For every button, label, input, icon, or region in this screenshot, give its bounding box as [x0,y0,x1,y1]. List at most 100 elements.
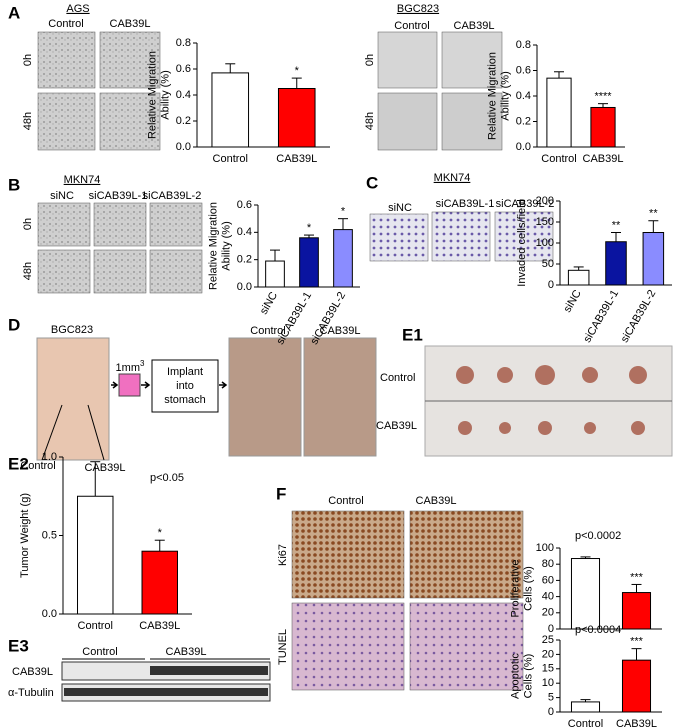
col-label: CAB39L [110,18,151,30]
photo [369,213,429,262]
y-tick-label: 100 [536,237,554,249]
bar [642,232,665,286]
photo [409,510,524,599]
y-tick-label: 0.8 [516,39,531,51]
y-tick-label: 40 [542,591,554,603]
y-tick-label: 0.4 [516,90,531,102]
photo [149,249,203,294]
bar [265,260,285,288]
x-tick-label: Control [213,153,248,165]
photo [494,211,554,262]
row-label: 0h [22,218,34,230]
y-tick-label: 15 [542,663,554,675]
row-label: CAB39L [376,420,417,432]
y-axis-label: Proliferative [509,559,521,617]
x-tick-label: CAB39L [139,620,180,632]
x-tick-label: siNC [258,290,280,317]
photo [291,510,405,599]
y-tick-label: 10 [542,677,554,689]
band [64,688,268,696]
significance: * [295,65,300,77]
y-tick-label: 0.0 [176,141,191,153]
pointer [87,404,105,461]
y-tick-label: 0.0 [237,281,252,293]
label: BGC823 [51,324,93,336]
y-axis-label: Invaded cells/field [516,199,528,286]
y-axis-label: Ability (%) [159,70,171,120]
panel-letter: E1 [402,325,423,344]
y-tick-label: 0.6 [237,199,252,211]
photo [291,602,405,691]
x-tick-label: siNC [561,288,583,315]
photo [93,249,147,294]
y-axis-label: Relative Migration [146,51,158,139]
photo [409,602,524,691]
y-axis-label: Cells (%) [522,654,534,699]
group-label: Control [82,646,117,658]
bar [77,495,114,615]
y-tick-label: 25 [542,634,554,646]
bar [567,269,590,286]
y-tick-label: 60 [542,574,554,586]
y-tick-label: 0 [548,279,554,291]
y-tick-label: 0.2 [237,254,252,266]
x-tick-label: CAB39L [583,153,624,165]
y-tick-label: 0 [548,623,554,635]
arrow [111,381,228,389]
label: CAB39L [85,462,126,474]
photo [93,202,147,247]
col-label: siNC [50,190,74,202]
x-tick-label: CAB39L [276,153,317,165]
annotation: p<0.05 [150,472,184,484]
photo [99,92,161,151]
y-tick-label: 0.0 [516,141,531,153]
box-text: stomach [164,394,206,406]
y-tick-label: 0.6 [176,63,191,75]
box [151,359,219,413]
tissue [118,373,141,397]
bar [621,659,652,713]
box-text: Implant [167,366,203,378]
significance: * [341,206,346,218]
row-label: α-Tubulin [8,687,54,699]
row-label: Control [380,372,415,384]
col-label: siCAB39L-2 [496,198,555,210]
x-tick-label: siCAB39L-2 [619,288,659,345]
panel-letter: E3 [8,636,29,655]
panel-letter: C [366,173,378,192]
y-tick-label: 5 [548,692,554,704]
col-label: siCAB39L-2 [143,190,202,202]
photo [37,31,96,89]
bar [299,237,319,288]
panel-title: BGC823 [397,3,439,15]
y-tick-label: 0.0 [42,608,57,620]
y-tick-label: 0.2 [516,115,531,127]
bar [570,701,601,713]
y-tick-label: 0.5 [42,529,57,541]
y-tick-label: 1.0 [42,451,57,463]
photo [441,92,503,151]
significance: *** [630,636,644,648]
bar [570,558,601,630]
y-tick-label: 0 [548,706,554,718]
bar [211,72,250,148]
col-label: CAB39L [416,495,457,507]
significance: *** [630,571,644,583]
col-label: Control [328,495,363,507]
y-axis-label: Tumor Weight (g) [19,493,31,578]
row-label: CAB39L [12,666,53,678]
row-label: 48h [22,262,34,280]
y-axis-label: Apoptotic [509,653,521,699]
photo [441,31,503,89]
photo [431,211,491,262]
panel-letter: F [276,484,286,503]
photo [99,31,161,89]
row-label: 0h [22,54,34,66]
box-text: into [176,380,194,392]
significance: **** [594,91,612,103]
y-axis-label: Relative Migration [207,202,219,290]
x-tick-label: Control [541,153,576,165]
y-tick-label: 0.6 [516,64,531,76]
y-tick-label: 50 [542,258,554,270]
label: 1mm3 [116,359,145,374]
